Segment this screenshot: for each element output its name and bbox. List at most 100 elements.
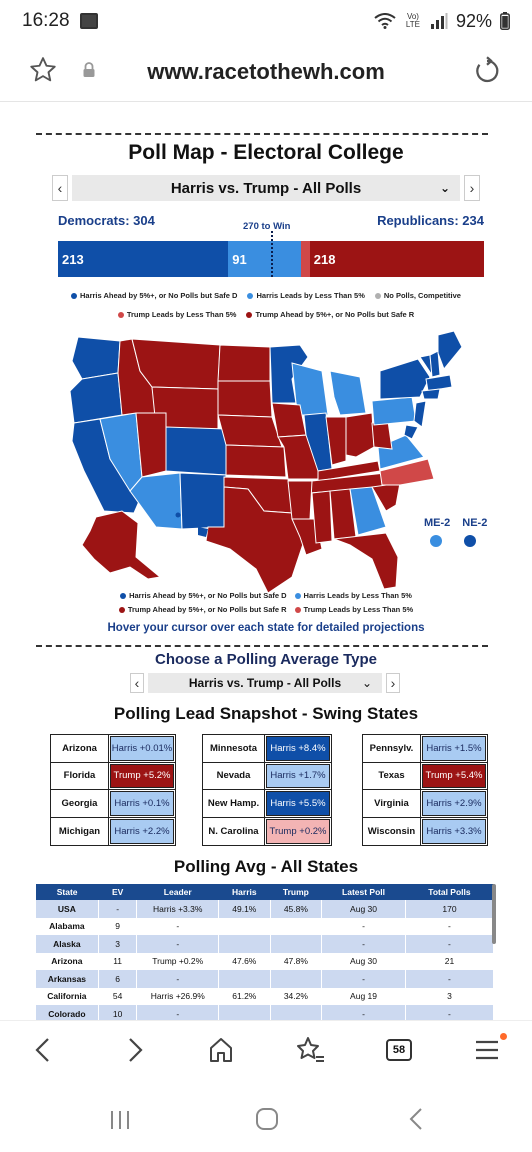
state-washington[interactable] xyxy=(71,336,121,380)
us-electoral-map[interactable] xyxy=(60,331,470,601)
divider xyxy=(36,133,488,135)
state-arkansas[interactable] xyxy=(287,480,313,520)
table-row[interactable]: California 54 Harris +26.9% 61.2% 34.2% Aug 1… xyxy=(36,987,495,1005)
state-arizona[interactable] xyxy=(129,472,183,530)
state-connecticut[interactable] xyxy=(421,388,441,400)
state-hawaii-island-2[interactable] xyxy=(183,516,189,522)
back-icon[interactable] xyxy=(30,1035,56,1070)
column-header[interactable]: EV xyxy=(98,884,137,900)
tabs-button[interactable]: 58 xyxy=(386,1039,412,1061)
poll-map-title: Poll Map - Electoral College xyxy=(128,141,404,164)
state-pennsylvania[interactable] xyxy=(371,396,417,426)
prev-avg-type-button[interactable]: ‹ xyxy=(130,673,144,693)
state-ohio[interactable] xyxy=(345,412,375,458)
home-button-icon[interactable] xyxy=(254,1106,280,1137)
prev-poll-type-button[interactable]: ‹ xyxy=(52,175,68,201)
electoral-vote-bar: 213 91 218 xyxy=(58,231,484,277)
bookmark-star-icon[interactable] xyxy=(28,55,58,90)
legend-bottom: Harris Ahead by 5%+, or No Polls but Saf… xyxy=(80,591,452,614)
state-maryland[interactable] xyxy=(403,424,419,440)
column-header[interactable]: Harris xyxy=(218,884,271,900)
state-indiana[interactable] xyxy=(325,416,347,466)
table-cell: 10 xyxy=(98,1005,138,1020)
state-north-carolina[interactable] xyxy=(379,458,435,486)
state-maine[interactable] xyxy=(437,331,463,370)
table-cell: - xyxy=(321,1005,406,1020)
avg-type-select[interactable]: Harris vs. Trump - All Polls ⌄ xyxy=(148,673,382,693)
legend-item-trump-lean: Trump Leads by Less Than 5% xyxy=(117,310,236,319)
chevron-down-icon: ⌄ xyxy=(361,676,372,690)
table-row[interactable]: USA - Harris +3.3% 49.1% 45.8% Aug 30 170 xyxy=(36,900,495,918)
state-hawaii-island-1[interactable] xyxy=(175,512,181,518)
swing-row: Georgia Harris +0.1% xyxy=(51,790,175,818)
state-florida[interactable] xyxy=(333,532,399,590)
legend-bottom-trump-lean: Trump Leads by Less Than 5% xyxy=(294,605,413,614)
state-massachusetts[interactable] xyxy=(425,374,453,392)
state-hawaii[interactable] xyxy=(198,527,208,537)
table-cell xyxy=(270,917,323,935)
table-cell: - xyxy=(405,935,495,953)
table-row[interactable]: Alabama 9- - - xyxy=(36,917,495,935)
state-new-jersey[interactable] xyxy=(413,400,427,428)
avg-type-select-value: Harris vs. Trump - All Polls xyxy=(188,676,342,690)
swing-row: Minnesota Harris +8.4% xyxy=(203,735,331,763)
next-poll-type-button[interactable]: › xyxy=(464,175,480,201)
table-cell: 9 xyxy=(98,917,138,935)
state-alaska[interactable] xyxy=(81,510,162,580)
reload-icon[interactable] xyxy=(472,56,502,91)
table-cell: Alaska xyxy=(36,935,99,953)
safe-d-count: 213 xyxy=(62,251,84,267)
state-oregon[interactable] xyxy=(69,372,123,424)
table-cell: Aug 19 xyxy=(321,987,406,1005)
browser-bottom-nav: 58 xyxy=(0,1020,532,1088)
poll-type-select[interactable]: Harris vs. Trump - All Polls ⌄ xyxy=(72,175,460,201)
column-header[interactable]: Leader xyxy=(136,884,219,900)
system-back-icon[interactable] xyxy=(404,1106,428,1137)
legend-item-trump-safe: Trump Ahead by 5%+, or No Polls but Safe… xyxy=(246,310,414,319)
column-header[interactable]: Total Polls xyxy=(405,884,494,900)
state-georgia[interactable] xyxy=(349,486,387,536)
table-cell: 170 xyxy=(405,900,495,918)
state-hawaii-island-3[interactable] xyxy=(191,520,197,526)
table-row[interactable]: Colorado 10- - - xyxy=(36,1005,495,1020)
table-scrollbar[interactable] xyxy=(492,884,496,944)
swing-row: N. Carolina Trump +0.2% xyxy=(203,817,331,845)
swing-state-lead: Harris +5.5% xyxy=(266,791,330,816)
me2-marker[interactable] xyxy=(430,535,442,547)
state-kansas[interactable] xyxy=(225,444,287,478)
forward-icon[interactable] xyxy=(122,1035,148,1070)
divider xyxy=(36,645,488,647)
state-colorado[interactable] xyxy=(165,426,227,476)
table-cell xyxy=(218,970,271,988)
column-header[interactable]: Latest Poll xyxy=(321,884,406,900)
lock-icon[interactable] xyxy=(82,62,96,83)
state-new-hampshire[interactable] xyxy=(429,350,441,378)
state-iowa[interactable] xyxy=(271,402,307,438)
table-row[interactable]: Arizona 11 Trump +0.2% 47.6% 47.8% Aug 30 21 xyxy=(36,952,495,970)
column-header[interactable]: Trump xyxy=(270,884,322,900)
table-cell: 47.8% xyxy=(270,952,323,970)
home-icon[interactable] xyxy=(206,1035,236,1070)
state-michigan[interactable] xyxy=(329,370,367,416)
state-texas[interactable] xyxy=(205,486,305,594)
table-row[interactable]: Arkansas 6- - - xyxy=(36,970,495,988)
table-cell: 61.2% xyxy=(218,987,271,1005)
recent-apps-icon[interactable] xyxy=(108,1108,132,1137)
next-avg-type-button[interactable]: › xyxy=(386,673,400,693)
swing-state-lead: Harris +2.2% xyxy=(110,818,174,844)
swing-state-lead: Harris +1.5% xyxy=(422,736,486,761)
swing-state-lead: Harris +0.1% xyxy=(110,791,174,816)
state-new-york[interactable] xyxy=(379,358,431,400)
bookmarks-star-icon[interactable] xyxy=(294,1035,326,1070)
url-text[interactable]: www.racetothewh.com xyxy=(147,59,385,84)
menu-icon[interactable] xyxy=(474,1035,500,1070)
ne2-marker[interactable] xyxy=(464,535,476,547)
table-row[interactable]: Alaska 3- - - xyxy=(36,935,495,953)
state-mississippi[interactable] xyxy=(311,490,333,544)
column-header[interactable]: State xyxy=(36,884,99,900)
state-north-dakota[interactable] xyxy=(217,344,271,382)
swing-state-name: Michigan xyxy=(51,817,109,845)
ne2-label: NE-2 xyxy=(462,517,488,529)
state-nebraska[interactable] xyxy=(217,414,283,448)
state-south-dakota[interactable] xyxy=(217,380,273,418)
